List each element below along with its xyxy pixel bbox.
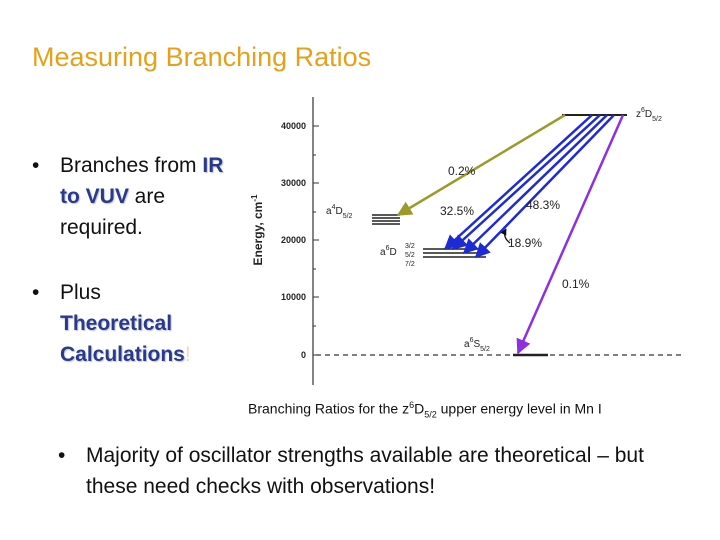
y-axis-label: Energy, cm-1 xyxy=(250,194,265,265)
ratio-label: 0.1% xyxy=(562,277,590,291)
bullet-marker: • xyxy=(32,154,40,177)
bullet-marker: • xyxy=(32,281,40,304)
bullet-text-pre: Plus xyxy=(60,281,101,304)
figure-caption: Branching Ratios for the z6D5/2 upper en… xyxy=(248,400,602,419)
transition-purple xyxy=(516,114,625,355)
ratio-label: 32.5% xyxy=(440,204,474,218)
bullet-text-post: are required. xyxy=(60,185,166,239)
level-label-a6S: a6S5/2 xyxy=(464,337,490,353)
level-sub-a6D: 3/2 xyxy=(405,243,415,250)
ratio-label: 18.9% xyxy=(508,236,542,250)
bullet-text-pre: Branches from xyxy=(60,154,203,177)
level-sub-a6D: 7/2 xyxy=(405,261,415,268)
y-axis-ticks xyxy=(313,125,319,356)
bullet-emphasis: Theoretical Calculations xyxy=(60,312,185,366)
bullet-text: Majority of oscillator strengths availab… xyxy=(86,444,644,498)
bullet-marker: • xyxy=(58,444,66,467)
level-label-a4D: a4D5/2 xyxy=(326,204,353,220)
ratio-label: 0.2% xyxy=(448,164,476,178)
tick-label: 0 xyxy=(301,350,306,360)
level-sub-a6D: 5/2 xyxy=(405,252,415,259)
caption-sup: 6 xyxy=(409,400,415,410)
tick-label: 40000 xyxy=(281,121,306,131)
bullet-text-post: ! xyxy=(184,343,191,366)
tick-label: 10000 xyxy=(281,292,306,302)
pointer-arrow xyxy=(500,228,511,244)
level-label-z6D: z6D5/2 xyxy=(636,107,662,123)
transition-blue xyxy=(451,114,601,251)
level-label-a6D: a6D xyxy=(380,245,397,258)
tick-label: 30000 xyxy=(281,178,306,188)
bullet-majority: • Majority of oscillator strengths avail… xyxy=(58,440,696,502)
a4D-levels xyxy=(372,214,400,225)
caption-text: Branching Ratios for the z xyxy=(248,400,410,417)
slide-title: Measuring Branching Ratios xyxy=(32,42,372,72)
tick-label: 20000 xyxy=(281,235,306,245)
caption-text: upper energy level in Mn I xyxy=(436,400,602,417)
energy-level-diagram: 0 10000 20000 30000 40000 Energy, cm-1 z… xyxy=(250,97,685,385)
caption-text: D xyxy=(414,400,425,417)
ratio-label: 48.3% xyxy=(526,198,560,212)
bullet-branches: • Branches from IR to VUV are required. xyxy=(32,150,230,243)
bullet-theoretical: • Plus Theoretical Calculations! xyxy=(32,277,230,370)
transition-blue xyxy=(443,114,593,251)
caption-sub: 5/2 xyxy=(424,409,437,420)
transition-blue xyxy=(462,114,608,255)
transition-olive xyxy=(396,113,566,217)
transition-blue xyxy=(474,114,615,259)
bullet-emphasis: IR to VUV xyxy=(60,154,224,208)
